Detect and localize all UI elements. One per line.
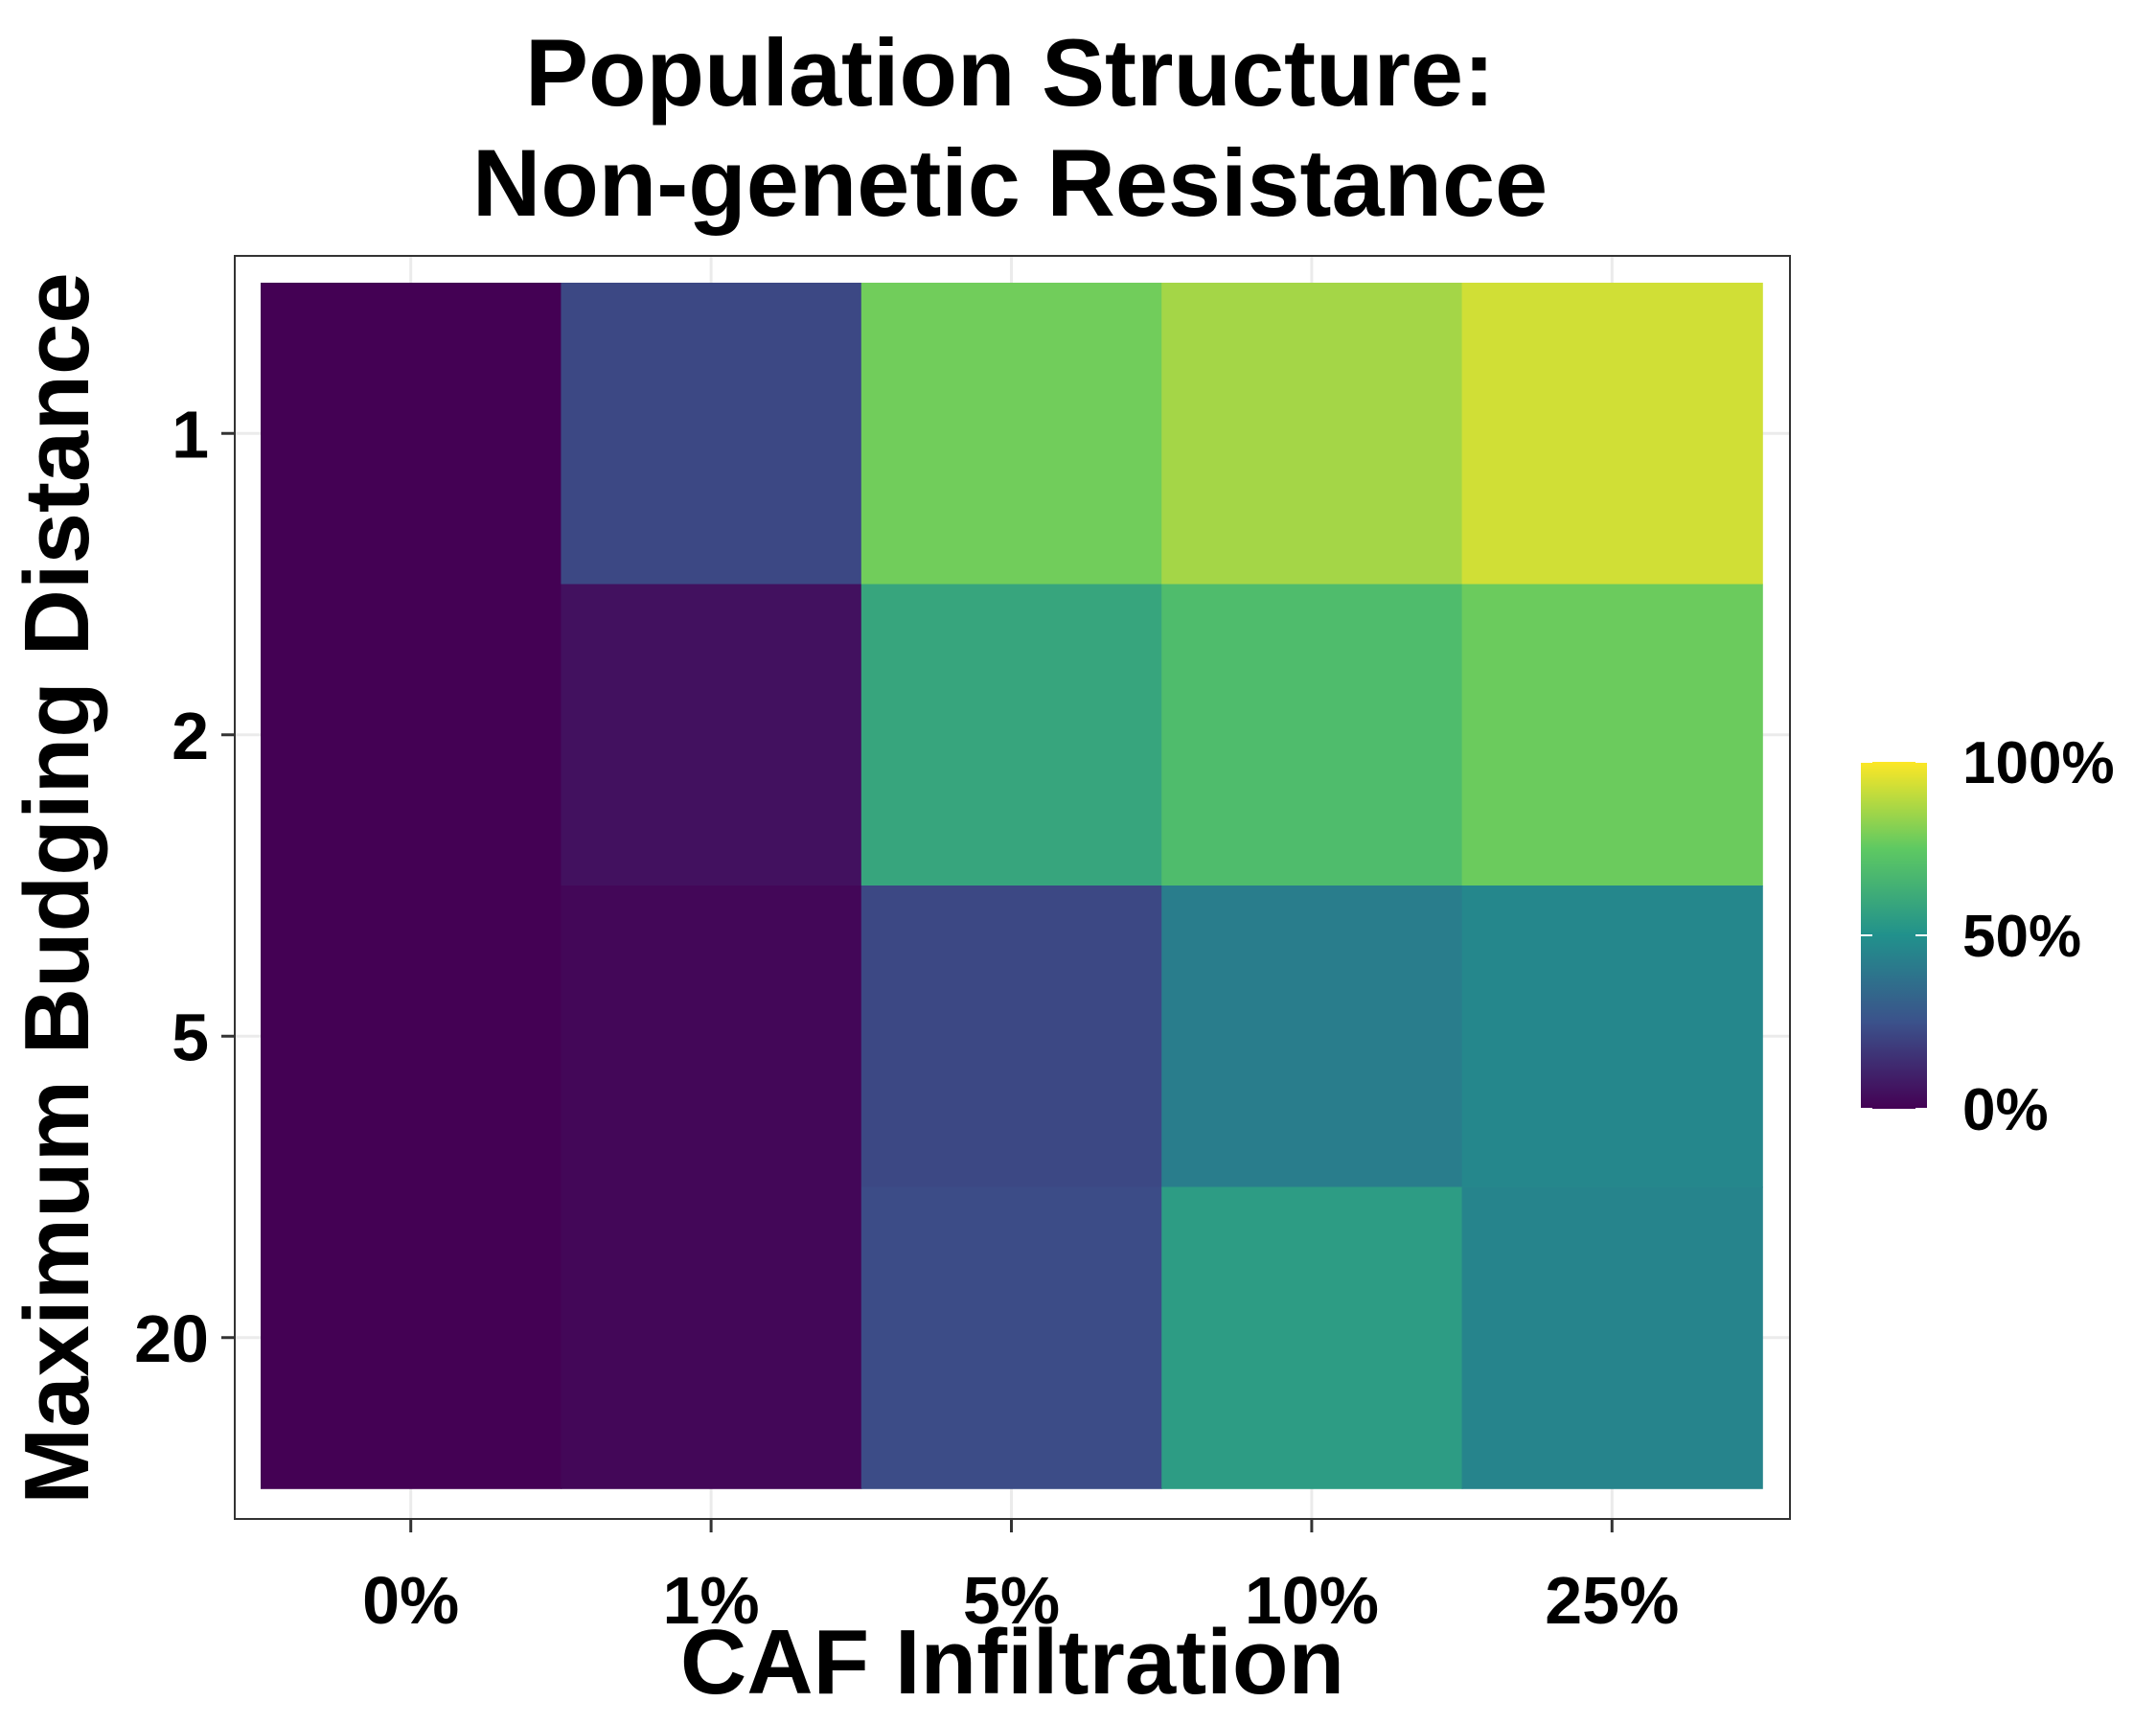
heatmap-cell: [561, 584, 862, 886]
heatmap-cell: [1461, 1186, 1763, 1489]
heatmap-cell: [1461, 886, 1763, 1188]
heatmap-cells: [261, 283, 1763, 1489]
y-tick-label: 5: [172, 1000, 209, 1074]
legend-tick-label: 50%: [1962, 904, 2081, 970]
legend-ticks: 0% 50% 100%: [1861, 730, 2115, 1143]
x-tick-label: 5%: [963, 1563, 1060, 1638]
legend-tick-label: 0%: [1962, 1077, 2049, 1143]
heatmap-cell: [1161, 283, 1463, 586]
y-axis-ticks: 1 2 5 20: [134, 397, 235, 1376]
heatmap-cell: [860, 886, 1162, 1188]
heatmap-cell: [561, 1186, 862, 1489]
y-tick-label: 2: [172, 699, 209, 773]
legend-tick-label: 100%: [1962, 730, 2115, 796]
heatmap-cell: [1461, 584, 1763, 886]
chart-title-line-1: Population Structure:: [525, 19, 1495, 126]
x-axis-title: CAF Infiltration: [680, 1611, 1344, 1714]
x-tick-label: 0%: [362, 1563, 459, 1638]
x-axis-ticks: 0% 1% 5% 10% 25%: [362, 1519, 1679, 1638]
heatmap-cell: [261, 283, 562, 586]
y-tick-label: 1: [172, 397, 209, 472]
heatmap-cell: [561, 886, 862, 1188]
heatmap-cell: [1161, 886, 1463, 1188]
heatmap-cell: [1161, 1186, 1463, 1489]
heatmap-cell: [561, 283, 862, 586]
y-axis-title: Maximum Budging Distance: [6, 272, 108, 1505]
y-tick-label: 20: [134, 1301, 209, 1376]
color-legend: 0% 50% 100%: [1861, 730, 2115, 1143]
heatmap-cell: [1161, 584, 1463, 886]
heatmap-cell: [1461, 283, 1763, 586]
heatmap-cell: [261, 886, 562, 1188]
heatmap-cell: [860, 584, 1162, 886]
chart-title-line-2: Non-genetic Resistance: [471, 129, 1548, 236]
heatmap-cell: [261, 1186, 562, 1489]
heatmap-cell: [860, 283, 1162, 586]
x-tick-label: 10%: [1245, 1563, 1379, 1638]
heatmap-cell: [860, 1186, 1162, 1489]
x-tick-label: 25%: [1545, 1563, 1679, 1638]
x-tick-label: 1%: [663, 1563, 760, 1638]
heatmap-cell: [261, 584, 562, 886]
